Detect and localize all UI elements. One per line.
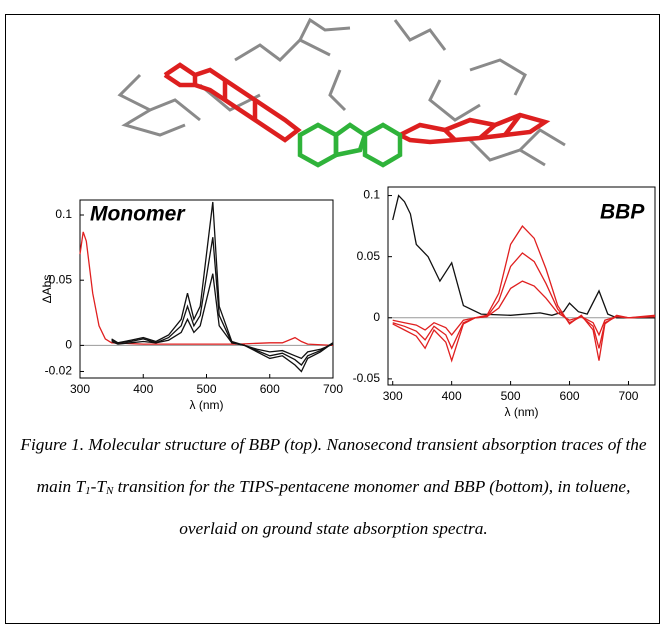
x-tick-label: 500 (196, 382, 216, 396)
y-tick-label: -0.05 (353, 371, 381, 385)
y-axis-label: ΔAbs (40, 275, 54, 304)
x-tick-label: 300 (383, 389, 403, 403)
x-tick-label: 700 (618, 389, 638, 403)
y-tick-label: 0 (65, 338, 72, 352)
x-tick-label: 700 (323, 382, 343, 396)
caption-text: transition for the TIPS-pentacene monome… (113, 477, 630, 538)
series-label: Monomer (90, 203, 186, 226)
x-tick-label: 600 (260, 382, 280, 396)
x-tick-label: 400 (133, 382, 153, 396)
x-tick-label: 400 (442, 389, 462, 403)
y-tick-label: 0.1 (363, 188, 380, 202)
spectrum-line (393, 281, 655, 335)
spectrum-line (112, 202, 333, 372)
plot-frame (80, 200, 333, 378)
x-tick-label: 500 (501, 389, 521, 403)
x-tick-label: 300 (70, 382, 90, 396)
y-tick-label: -0.02 (45, 364, 73, 378)
spectrum-line (393, 226, 655, 361)
charts: -0.02 0 0.05 0.1 300 400 500 600 700 λ (nm) ΔAbs Mo… (0, 0, 667, 420)
x-axis-label: λ (nm) (505, 405, 539, 419)
figure-caption: Figure 1. Molecular structure of BBP (to… (12, 424, 655, 550)
x-tick-label: 600 (560, 389, 580, 403)
x-axis-label: λ (nm) (190, 398, 224, 412)
series-label: BBP (600, 201, 645, 224)
page: -0.02 0 0.05 0.1 300 400 500 600 700 λ (nm) ΔAbs Mo… (0, 0, 667, 627)
y-tick-label: 0.1 (55, 207, 72, 221)
caption-text: -T (91, 477, 106, 496)
y-tick-label: 0 (373, 310, 380, 324)
y-tick-label: 0.05 (357, 249, 381, 263)
